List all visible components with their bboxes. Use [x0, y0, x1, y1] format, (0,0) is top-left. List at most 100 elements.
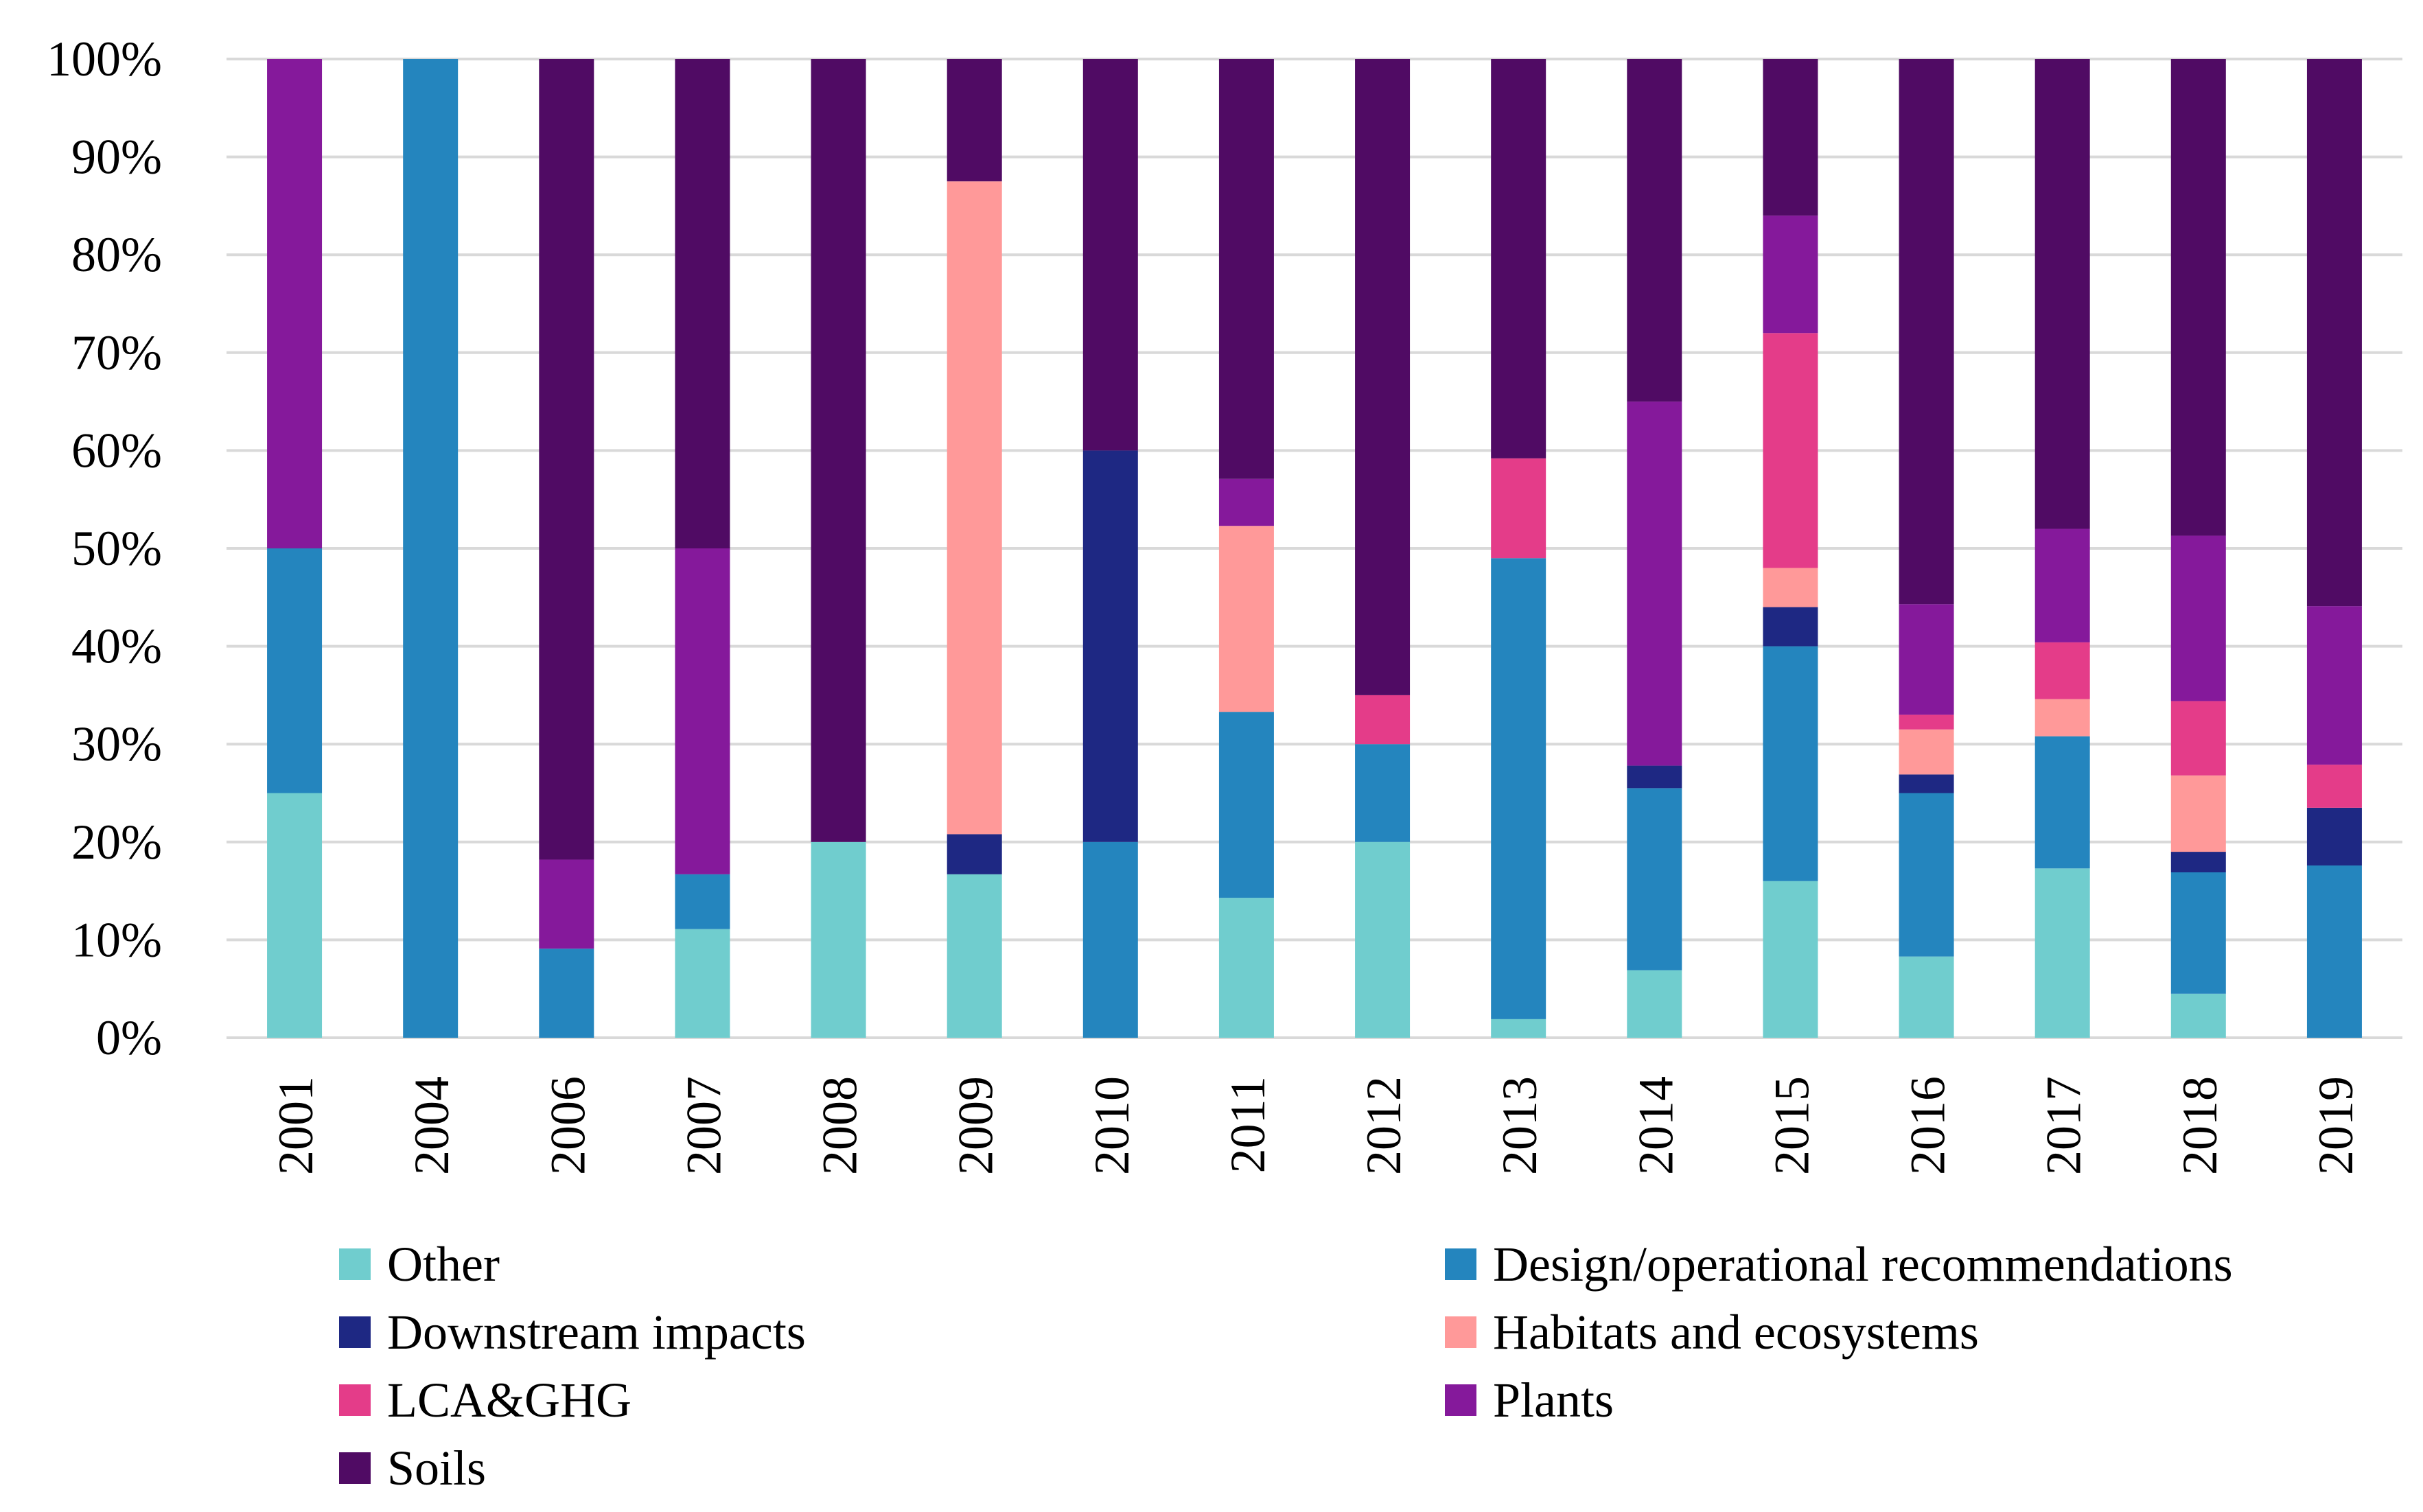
legend-swatch [339, 1384, 371, 1416]
x-tick-label: 2018 [2172, 1076, 2227, 1175]
x-axis-ticks: 2001 2004 2006 2007 2008 2009 2010 2011 2012 2013… [268, 1076, 2363, 1175]
bar-segment [1355, 744, 1411, 842]
bar-segment [1763, 333, 1818, 568]
y-tick-label: 30% [71, 717, 162, 771]
bar-segment [1899, 729, 1954, 775]
bar-segment [1627, 765, 1682, 789]
x-tick-label: 2010 [1085, 1076, 1139, 1175]
bar-segment [1218, 59, 1274, 479]
bar-segment [2170, 535, 2226, 701]
bar-segment [267, 59, 323, 548]
legend-label: Soils [387, 1441, 486, 1496]
x-tick-label: 2012 [1356, 1076, 1411, 1175]
legend-swatch [339, 1248, 371, 1280]
bar-segment [675, 874, 730, 929]
bar-segment [947, 59, 1002, 182]
y-tick-label: 60% [71, 423, 162, 478]
legend-swatch [339, 1452, 371, 1484]
bar-segment [2034, 642, 2090, 699]
y-tick-label: 70% [71, 325, 162, 380]
bar-segment [1491, 1019, 1546, 1038]
bar-segment [267, 548, 323, 793]
bar-segment [1763, 646, 1818, 881]
bar-segment [1899, 956, 1954, 1038]
legend-swatch [1445, 1248, 1476, 1280]
bar-segment [1218, 478, 1274, 526]
legend-label: LCA&GHG [387, 1373, 631, 1428]
bar-segment [2306, 807, 2362, 866]
bar-segment [2034, 59, 2090, 529]
y-tick-label: 90% [71, 130, 162, 185]
legend-label: Other [387, 1237, 500, 1292]
x-tick-label: 2007 [676, 1076, 731, 1175]
x-tick-label: 2019 [2308, 1076, 2363, 1175]
x-tick-label: 2004 [404, 1076, 459, 1175]
y-tick-label: 100% [47, 32, 162, 86]
bar-segment [1491, 458, 1546, 559]
legend-label: Design/operational recommendations [1493, 1237, 2233, 1292]
bar-segment [2034, 699, 2090, 736]
bar-segment [2170, 701, 2226, 776]
bar-segment [947, 874, 1002, 1038]
legend-label: Downstream impacts [387, 1305, 806, 1360]
bar-segment [1082, 841, 1138, 1038]
bar-segment [1355, 695, 1411, 745]
bar-segment [1082, 59, 1138, 451]
bar-segment [2306, 606, 2362, 765]
bar-segment [2170, 59, 2226, 536]
legend-swatch [339, 1316, 371, 1348]
bar-segment [811, 59, 866, 842]
bar-segment [539, 859, 594, 949]
bar-segment [1491, 59, 1546, 458]
legend-swatch [1445, 1316, 1476, 1348]
bar-segment [2170, 872, 2226, 994]
bar-segment [1899, 59, 1954, 605]
bar-segment [947, 834, 1002, 874]
x-tick-label: 2017 [2037, 1076, 2091, 1175]
bar-segment [1763, 607, 1818, 647]
bar-segment [1763, 59, 1818, 216]
x-tick-label: 2008 [813, 1076, 868, 1175]
y-tick-label: 0% [96, 1010, 162, 1065]
bar-segment [2306, 865, 2362, 1038]
bar-segment [2306, 765, 2362, 808]
bar-segment [1899, 604, 1954, 715]
bar-segment [2034, 528, 2090, 642]
bar-segment [675, 929, 730, 1038]
bar-segment [539, 59, 594, 860]
x-tick-label: 2009 [949, 1076, 1004, 1175]
bars [267, 59, 2362, 1038]
bar-segment [675, 59, 730, 548]
y-tick-label: 10% [71, 912, 162, 967]
bar-segment [2034, 868, 2090, 1038]
bar-segment [1899, 774, 1954, 793]
x-tick-label: 2014 [1628, 1076, 1683, 1175]
bar-segment [1627, 402, 1682, 766]
x-tick-label: 2015 [1764, 1076, 1819, 1175]
bar-segment [1355, 59, 1411, 695]
bar-segment [2034, 736, 2090, 869]
bar-segment [1627, 970, 1682, 1038]
y-tick-label: 40% [71, 619, 162, 674]
x-tick-label: 2001 [268, 1076, 323, 1175]
bar-segment [947, 181, 1002, 835]
legend-swatch [1445, 1384, 1476, 1416]
bar-segment [1627, 788, 1682, 970]
y-tick-label: 80% [71, 227, 162, 282]
y-tick-label: 20% [71, 815, 162, 870]
bar-segment [1899, 714, 1954, 730]
bar-segment [675, 548, 730, 874]
bar-segment [1218, 898, 1274, 1038]
bar-segment [2306, 59, 2362, 607]
legend: Other Design/operational recommendations D… [339, 1237, 2233, 1496]
bar-segment [1763, 568, 1818, 607]
bar-segment [1218, 712, 1274, 898]
bar-segment [267, 793, 323, 1038]
bar-segment [1763, 216, 1818, 334]
bar-segment [1627, 59, 1682, 402]
bar-segment [811, 841, 866, 1038]
bar-segment [2170, 775, 2226, 852]
bar-segment [403, 59, 459, 1038]
x-tick-label: 2006 [540, 1076, 595, 1175]
